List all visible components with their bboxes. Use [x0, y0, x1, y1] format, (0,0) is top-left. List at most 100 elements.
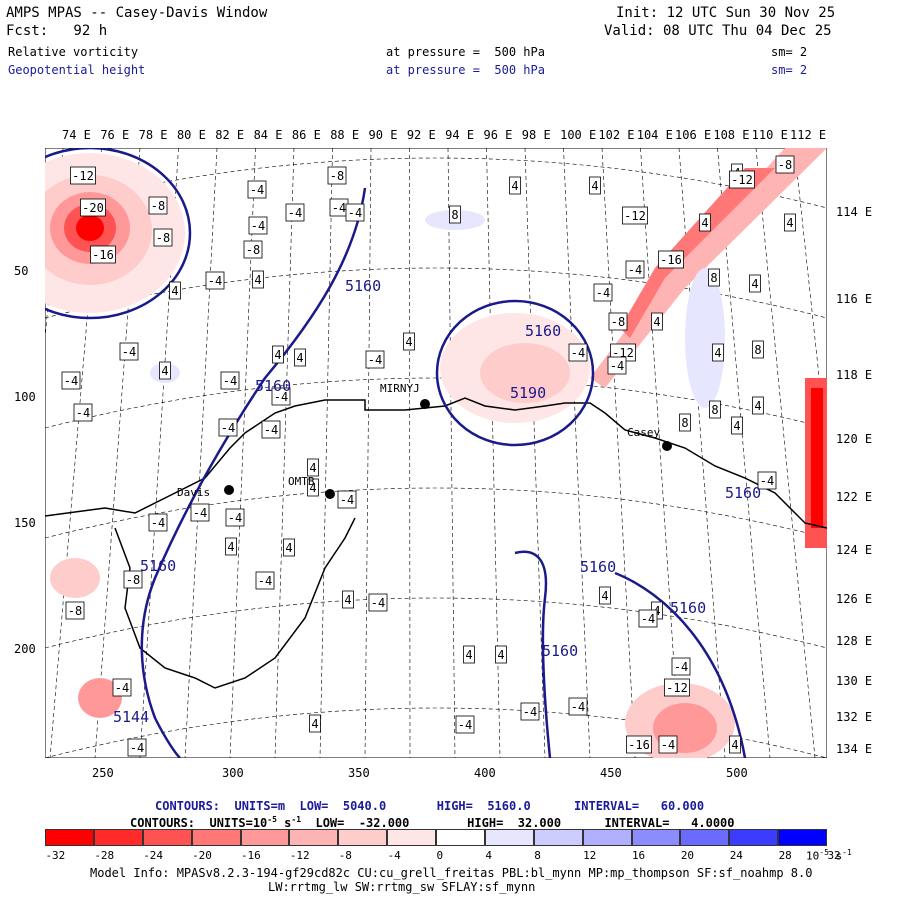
- vorticity-label: 4: [786, 216, 793, 230]
- vorticity-label-box: [70, 166, 96, 185]
- height-contour: [514, 550, 552, 758]
- vorticity-label-box: [589, 176, 601, 195]
- vorticity-label-box: [285, 203, 305, 222]
- longitude-label-right: 128 E: [836, 634, 873, 648]
- vorticity-label: 8: [681, 416, 688, 430]
- vorticity-label-box: [664, 678, 690, 697]
- vorticity-label: -4: [228, 511, 242, 525]
- vorticity-label-box: [463, 645, 475, 664]
- colorbar-cell: [582, 829, 632, 846]
- vorticity-label-box: [307, 478, 319, 497]
- station-marker: [224, 485, 234, 495]
- colorbar-tick: -28: [94, 849, 115, 862]
- longitude-label-top: 84 E: [253, 128, 283, 142]
- colorbar-tick: 0: [436, 849, 444, 862]
- vorticity-label: 4: [296, 351, 303, 365]
- vorticity-label-box: [568, 343, 588, 362]
- vorticity-label-box: [119, 342, 139, 361]
- vorticity-label-box: [520, 702, 540, 721]
- colorbar-cell: [680, 829, 730, 846]
- longitude-label-right: 122 E: [836, 490, 873, 504]
- vorticity-label: -4: [340, 493, 354, 507]
- vorticity-label-box: [169, 281, 181, 300]
- vorticity-label-box: [775, 155, 795, 174]
- height-contour-label: 5160: [670, 599, 706, 617]
- vorticity-label: -16: [660, 253, 682, 267]
- longitude-label-top: 104 E: [636, 128, 673, 142]
- vorticity-label-box: [73, 403, 93, 422]
- vorticity-label: -4: [571, 346, 585, 360]
- vorticity-label: -4: [130, 741, 144, 755]
- vort-shade: [590, 148, 827, 388]
- vort-shade: [685, 268, 725, 408]
- longitude-label-top: 100 E: [560, 128, 597, 142]
- colorbar-tick: -16: [240, 849, 261, 862]
- height-contour-label: 5160: [580, 558, 616, 576]
- vorticity-label: 4: [653, 315, 660, 329]
- vorticity-label: 4: [274, 348, 281, 362]
- valid-time: Valid: 08 UTC Thu 04 Dec 25: [604, 23, 832, 39]
- colorbar-cell: [484, 829, 534, 846]
- vorticity-label: -12: [666, 681, 688, 695]
- vorticity-label-box: [403, 332, 415, 351]
- coast-line: [45, 397, 827, 529]
- vorticity-label-box: [708, 268, 720, 287]
- colorbar-cell: [191, 829, 241, 846]
- meridian-line: [364, 148, 372, 758]
- vorticity-label-box: [252, 270, 264, 289]
- vort-shade: [480, 343, 570, 403]
- longitude-label-top: 96 E: [483, 128, 513, 142]
- meridian-line: [563, 148, 591, 758]
- vorticity-label: -20: [82, 201, 104, 215]
- vorticity-label-box: [638, 609, 658, 628]
- vorticity-label: -8: [778, 158, 792, 172]
- longitude-label-top: 88 E: [330, 128, 360, 142]
- vorticity-label: 4: [309, 461, 316, 475]
- longitude-label-right: 120 E: [836, 432, 873, 446]
- longitude-label-top: 112 E: [790, 128, 827, 142]
- longitude-label-right: 130 E: [836, 674, 873, 688]
- vorticity-label: -12: [612, 346, 634, 360]
- grid-y-tick: 50: [14, 264, 29, 278]
- grid-x-tick: 500: [726, 766, 748, 780]
- vorticity-label: 4: [601, 589, 608, 603]
- vorticity-label-box: [225, 537, 237, 556]
- grid-x-tick: 400: [474, 766, 496, 780]
- vorticity-label-box: [61, 371, 81, 390]
- vorticity-label-box: [309, 714, 321, 733]
- colorbar-cell: [533, 829, 583, 846]
- vorticity-label: 4: [161, 364, 168, 378]
- vorticity-label: -8: [246, 243, 260, 257]
- vorticity-label-box: [342, 590, 354, 609]
- vorticity-label-box: [731, 416, 743, 435]
- vorticity-label: 4: [754, 399, 761, 413]
- vorticity-label-box: [625, 260, 645, 279]
- vorticity-label: -4: [371, 596, 385, 610]
- vorticity-label: -4: [115, 681, 129, 695]
- vorticity-label: -16: [628, 738, 650, 752]
- vorticity-label-box: [294, 348, 306, 367]
- meridian-line: [447, 148, 456, 758]
- vorticity-label: 4: [714, 346, 721, 360]
- vorticity-label-box: [112, 678, 132, 697]
- vorticity-label-box: [345, 203, 365, 222]
- meridian-line: [274, 148, 295, 758]
- vorticity-label-box: [271, 387, 291, 406]
- grid-x-tick: 350: [348, 766, 370, 780]
- colorbar-tick: -12: [289, 849, 310, 862]
- field1-name: Relative vorticity: [8, 45, 139, 59]
- vorticity-label-box: [272, 345, 284, 364]
- height-contour-label: 5160: [542, 642, 578, 660]
- height-contour-label: 5160: [345, 277, 381, 295]
- vorticity-label-box: [752, 396, 764, 415]
- vorticity-label: -4: [610, 359, 624, 373]
- coast-line: [114, 517, 356, 689]
- station-marker: [662, 441, 672, 451]
- vorticity-label: -8: [68, 604, 82, 618]
- colorbar-cell: [289, 829, 339, 846]
- vorticity-label-box: [608, 312, 628, 331]
- vorticity-label: -12: [72, 169, 94, 183]
- vorticity-shading: [45, 148, 827, 758]
- vorticity-label: 4: [227, 540, 234, 554]
- colorbar-tick: -4: [387, 849, 401, 862]
